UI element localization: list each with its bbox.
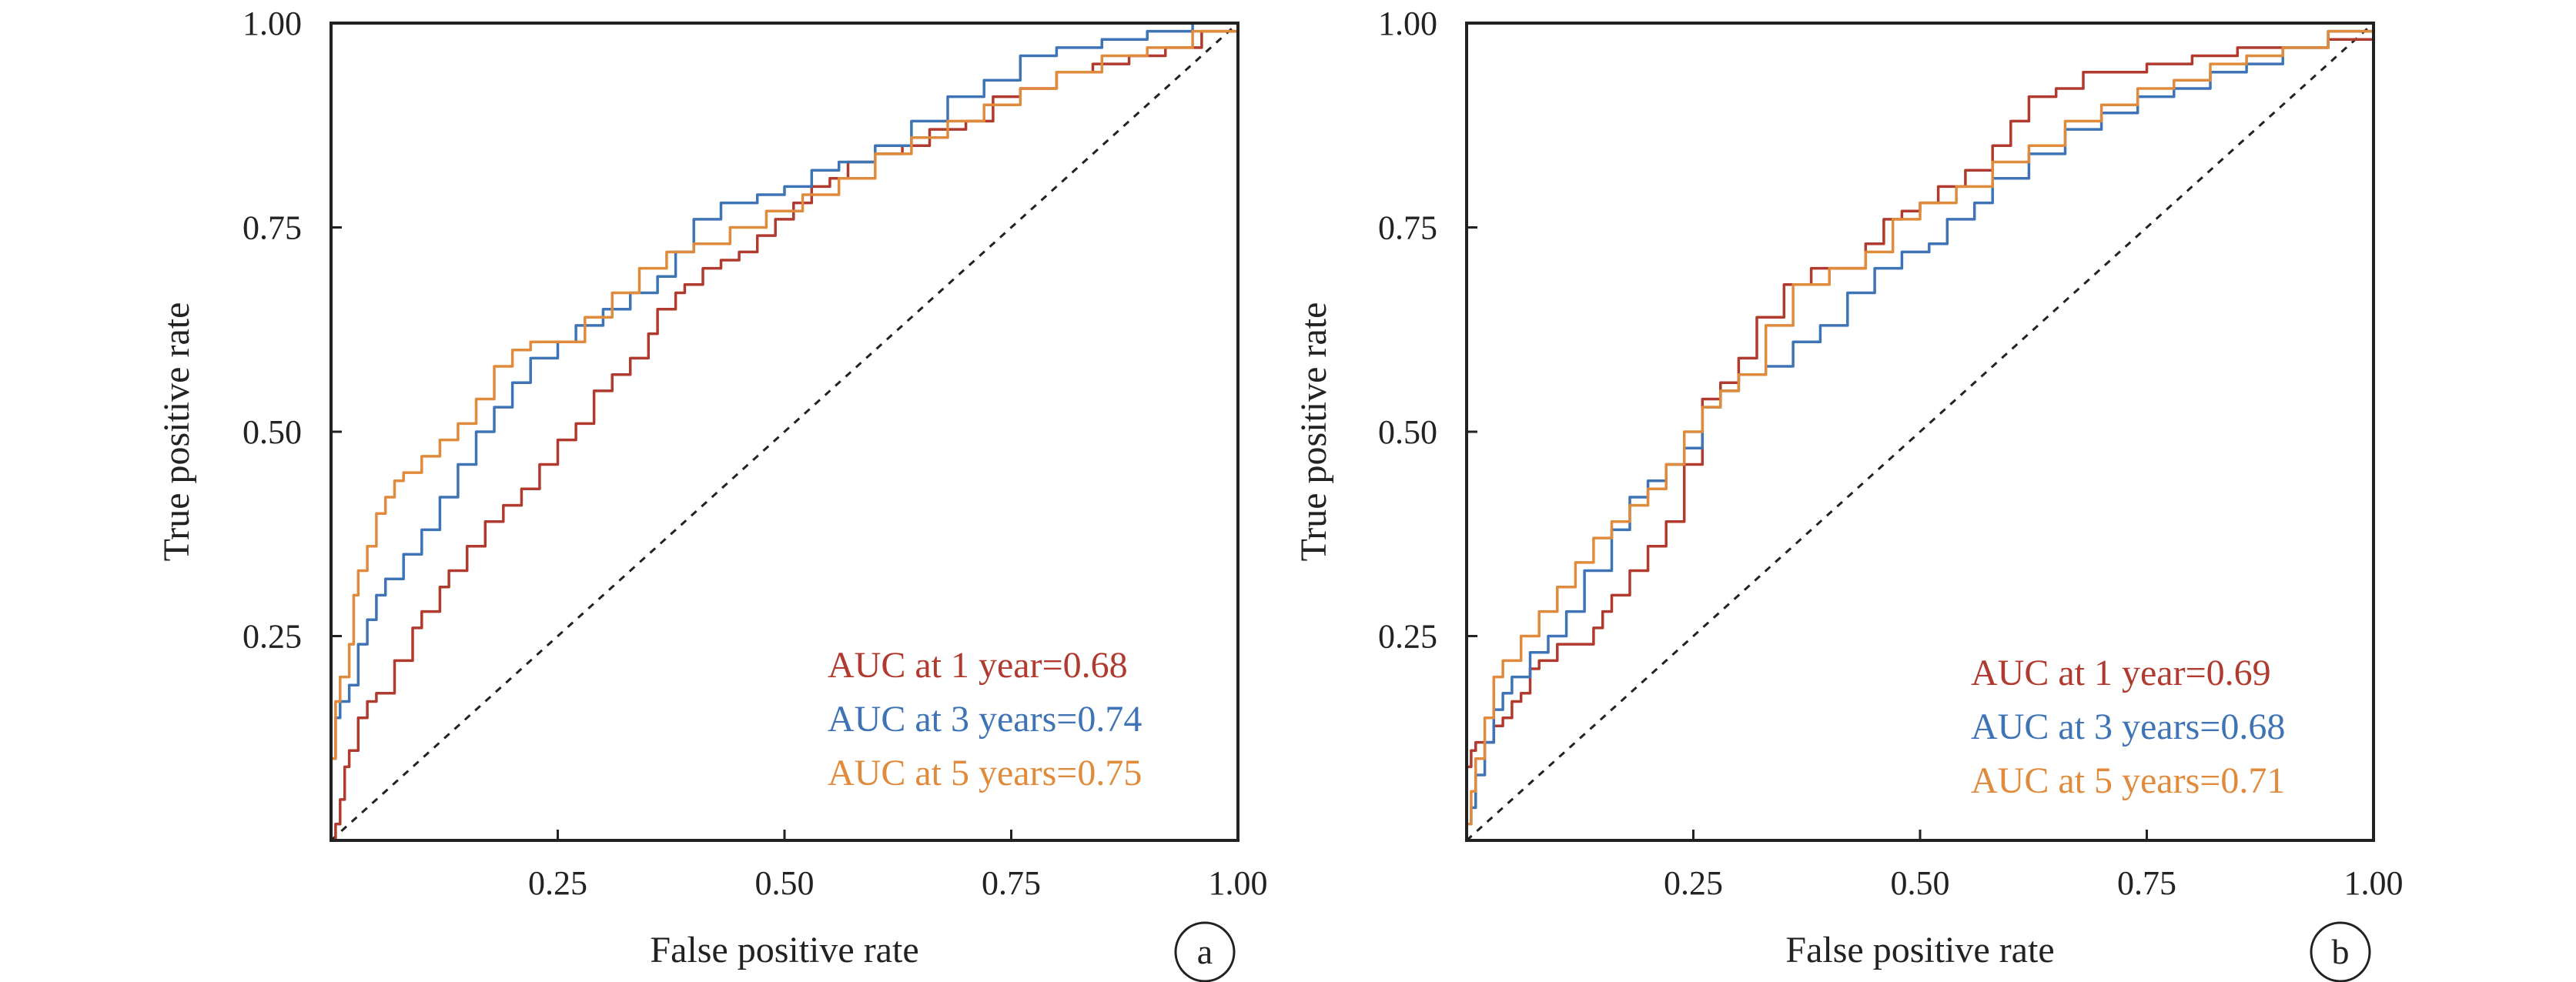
panel-letter-circle	[1174, 921, 1236, 982]
x-tick-label: 0.25	[528, 864, 587, 902]
x-tick-label: 0.75	[2117, 864, 2176, 902]
roc-panels: 0.25 0.25 0.50 0.50 0.75 0.75 1.00 1.00 False po…	[156, 5, 2404, 982]
y-tick-label: 0.25	[1378, 618, 1437, 656]
panel-letter-circle	[2310, 921, 2371, 982]
y-tick-label: 1.00	[243, 5, 302, 42]
y-tick-label: 0.75	[243, 209, 302, 247]
legend-entry: AUC at 3 years=0.68	[1971, 706, 2285, 747]
diagonal-reference-line	[1465, 22, 2375, 842]
panel-b: 0.25 0.25 0.50 0.50 0.75 0.75 1.00 1.00 False po…	[1293, 5, 2404, 982]
x-axis-label: False positive rate	[650, 930, 918, 970]
y-tick-label: 0.50	[1378, 413, 1437, 451]
roc-curve-5-years	[1467, 23, 2375, 826]
legend-entry: AUC at 5 years=0.75	[828, 753, 1142, 793]
y-tick-label: 0.25	[243, 618, 302, 656]
y-axis-label: True positive rate	[1293, 302, 1334, 562]
panel-letter: b	[2332, 932, 2350, 971]
x-tick-label: 0.25	[1664, 864, 1723, 902]
diagonal-reference-line	[330, 22, 1239, 842]
panel-a: 0.25 0.25 0.50 0.50 0.75 0.75 1.00 1.00 False po…	[156, 5, 1268, 982]
x-tick-label: 0.50	[755, 864, 815, 902]
x-tick-label: 0.50	[1891, 864, 1950, 902]
y-tick-label: 1.00	[1378, 5, 1437, 42]
roc-curve-3-years	[331, 22, 1238, 760]
y-tick-label: 0.50	[243, 413, 302, 451]
panel-letter: a	[1197, 932, 1213, 971]
x-tick-label: 1.00	[2344, 864, 2404, 902]
roc-curve-3-years	[1467, 23, 2375, 826]
legend-entry: AUC at 1 year=0.69	[1971, 653, 2271, 693]
x-axis-label: False positive rate	[1785, 930, 2054, 970]
roc-curve-5-years	[331, 23, 1239, 760]
roc-curve-1-year	[1467, 23, 2375, 769]
legend-entry: AUC at 1 year=0.68	[828, 645, 1128, 686]
y-tick-label: 0.75	[1378, 209, 1437, 247]
x-tick-label: 1.00	[1209, 864, 1268, 902]
y-axis-label: True positive rate	[156, 302, 197, 562]
x-tick-label: 0.75	[982, 864, 1041, 902]
legend-entry: AUC at 5 years=0.71	[1971, 760, 2285, 801]
legend-entry: AUC at 3 years=0.74	[828, 699, 1142, 740]
